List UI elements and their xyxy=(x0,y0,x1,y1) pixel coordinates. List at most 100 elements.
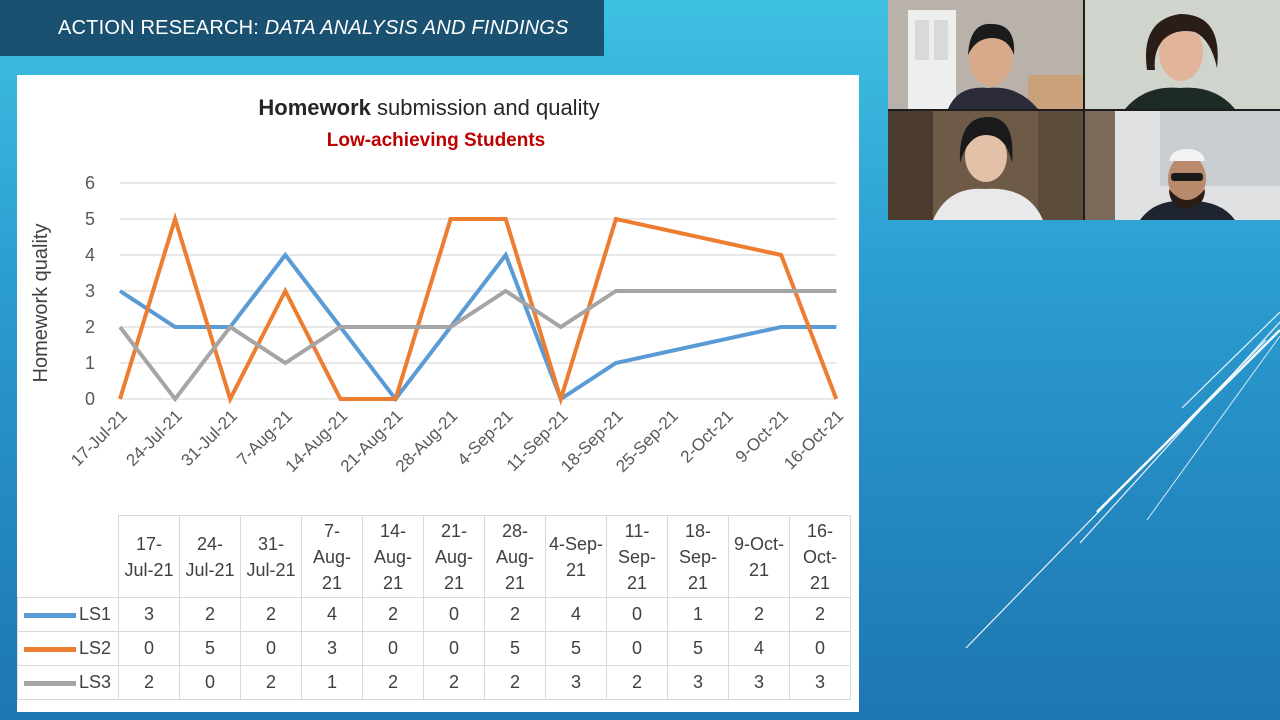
video-tile-2[interactable] xyxy=(1085,0,1280,109)
table-header-text: 11- xyxy=(624,520,650,541)
table-header-cell: 18- Sep- 21 xyxy=(667,515,729,598)
table-header-text: Sep- xyxy=(678,546,718,567)
x-tick-label: 17-Jul-21 xyxy=(67,406,131,470)
table-corner xyxy=(17,515,119,598)
table-header-text: 21- xyxy=(440,520,467,541)
line-chart: Homework submission and quality Low-achi… xyxy=(30,95,847,476)
table-cell: 3 xyxy=(545,665,607,700)
x-tick-label: 31-Jul-21 xyxy=(177,406,241,470)
table-header-text: 21 xyxy=(626,572,648,593)
y-tick-label: 4 xyxy=(85,245,95,265)
table-header-cell: 31- Jul-21 xyxy=(240,515,302,598)
table-row: LS3 2 0 2 1 2 2 2 3 2 3 3 3 xyxy=(17,665,851,700)
table-cell: 2 xyxy=(362,597,424,632)
table-header-text: 28- xyxy=(501,520,528,541)
table-cell: 3 xyxy=(301,631,363,666)
video-tile-4[interactable] xyxy=(1085,111,1280,220)
table-header-cell: 16- Oct- 21 xyxy=(789,515,851,598)
table-header-text: 21 xyxy=(382,572,404,593)
table-cell: 2 xyxy=(179,597,241,632)
legend-ls1: LS1 xyxy=(17,597,119,632)
video-tile-3[interactable] xyxy=(888,111,1083,220)
legend-label: LS3 xyxy=(79,672,112,692)
table-header-text: 21 xyxy=(321,572,343,593)
table-cell: 4 xyxy=(728,631,790,666)
video-tile-1[interactable] xyxy=(888,0,1083,109)
table-cell: 0 xyxy=(118,631,180,666)
table-cell: 4 xyxy=(545,597,607,632)
table-header-text: 21 xyxy=(504,572,526,593)
legend-swatch xyxy=(24,612,76,618)
table-cell: 2 xyxy=(240,665,302,700)
table-cell: 2 xyxy=(484,597,546,632)
table-cell: 2 xyxy=(484,665,546,700)
table-header-cell: 4-Sep- 21 xyxy=(545,515,607,598)
table-header-text: Aug- xyxy=(373,546,413,567)
table-cell: 0 xyxy=(179,665,241,700)
chart-title-rest: submission and quality xyxy=(371,95,600,120)
legend-swatch xyxy=(24,680,76,686)
table-cell: 5 xyxy=(545,631,607,666)
table-header-text: 21 xyxy=(565,559,587,580)
table-cell: 0 xyxy=(362,631,424,666)
table-cell: 2 xyxy=(362,665,424,700)
table-header-cell: 11- Sep- 21 xyxy=(606,515,668,598)
table-cell: 5 xyxy=(179,631,241,666)
table-header-text: Oct- xyxy=(803,546,837,567)
table-header-text: 21 xyxy=(443,572,465,593)
table-cell: 0 xyxy=(240,631,302,666)
y-tick-label: 6 xyxy=(85,173,95,193)
table-cell: 5 xyxy=(484,631,546,666)
table-header-cell: 24- Jul-21 xyxy=(179,515,241,598)
table-header-text: Aug- xyxy=(495,546,535,567)
table-header-text: Jul-21 xyxy=(246,559,296,580)
table-header-text: 21 xyxy=(748,559,770,580)
table-header-cell: 28- Aug- 21 xyxy=(484,515,546,598)
series-line-ls2 xyxy=(118,212,839,406)
x-tick-label: 16-Oct-21 xyxy=(780,406,847,473)
y-tick-label: 1 xyxy=(85,353,95,373)
table-cell: 3 xyxy=(118,597,180,632)
table-cell: 1 xyxy=(301,665,363,700)
table-header-cell: 21- Aug- 21 xyxy=(423,515,485,598)
table-header-text: 31- xyxy=(257,533,284,554)
table-row: LS2 0 5 0 3 0 0 5 5 0 5 4 0 xyxy=(17,631,851,666)
y-tick-label: 0 xyxy=(85,389,95,409)
participant-video-1 xyxy=(888,0,1083,109)
table-header-text: 17- xyxy=(135,533,162,554)
table-cell: 2 xyxy=(789,597,851,632)
table-header-text: 24- xyxy=(196,533,223,554)
table-header-text: 14- xyxy=(379,520,406,541)
video-participants xyxy=(888,0,1280,220)
table-cell: 0 xyxy=(606,631,668,666)
table-header-text: 16- xyxy=(806,520,833,541)
table-cell: 3 xyxy=(728,665,790,700)
table-cell: 2 xyxy=(728,597,790,632)
legend-swatch xyxy=(24,646,76,652)
series-line-ls1 xyxy=(118,250,837,403)
chart-subtitle: Low-achieving Students xyxy=(327,130,546,151)
legend-label: LS1 xyxy=(79,604,112,624)
table-cell: 0 xyxy=(606,597,668,632)
y-axis-label: Homework quality xyxy=(30,224,52,383)
table-cell: 0 xyxy=(789,631,851,666)
y-tick-label: 3 xyxy=(85,281,95,301)
table-cell: 2 xyxy=(240,597,302,632)
chart-panel: Homework submission and quality Low-achi… xyxy=(17,75,859,712)
table-cell: 0 xyxy=(423,631,485,666)
table-header-text: Jul-21 xyxy=(124,559,174,580)
chart-title: Homework submission and quality xyxy=(258,95,599,120)
table-cell: 2 xyxy=(606,665,668,700)
table-cell: 2 xyxy=(118,665,180,700)
table-cell: 5 xyxy=(667,631,729,666)
chart-title-bold: Homework xyxy=(258,95,371,120)
table-header-text: 21 xyxy=(687,572,709,593)
table-cell: 3 xyxy=(667,665,729,700)
y-tick-label: 5 xyxy=(85,209,95,229)
table-cell: 3 xyxy=(789,665,851,700)
table-header-text: Aug- xyxy=(434,546,474,567)
legend-label: LS2 xyxy=(79,638,112,658)
table-header-text: 7- xyxy=(323,520,340,541)
table-header-cell: 14- Aug- 21 xyxy=(362,515,424,598)
x-tick-label: 24-Jul-21 xyxy=(122,406,186,470)
